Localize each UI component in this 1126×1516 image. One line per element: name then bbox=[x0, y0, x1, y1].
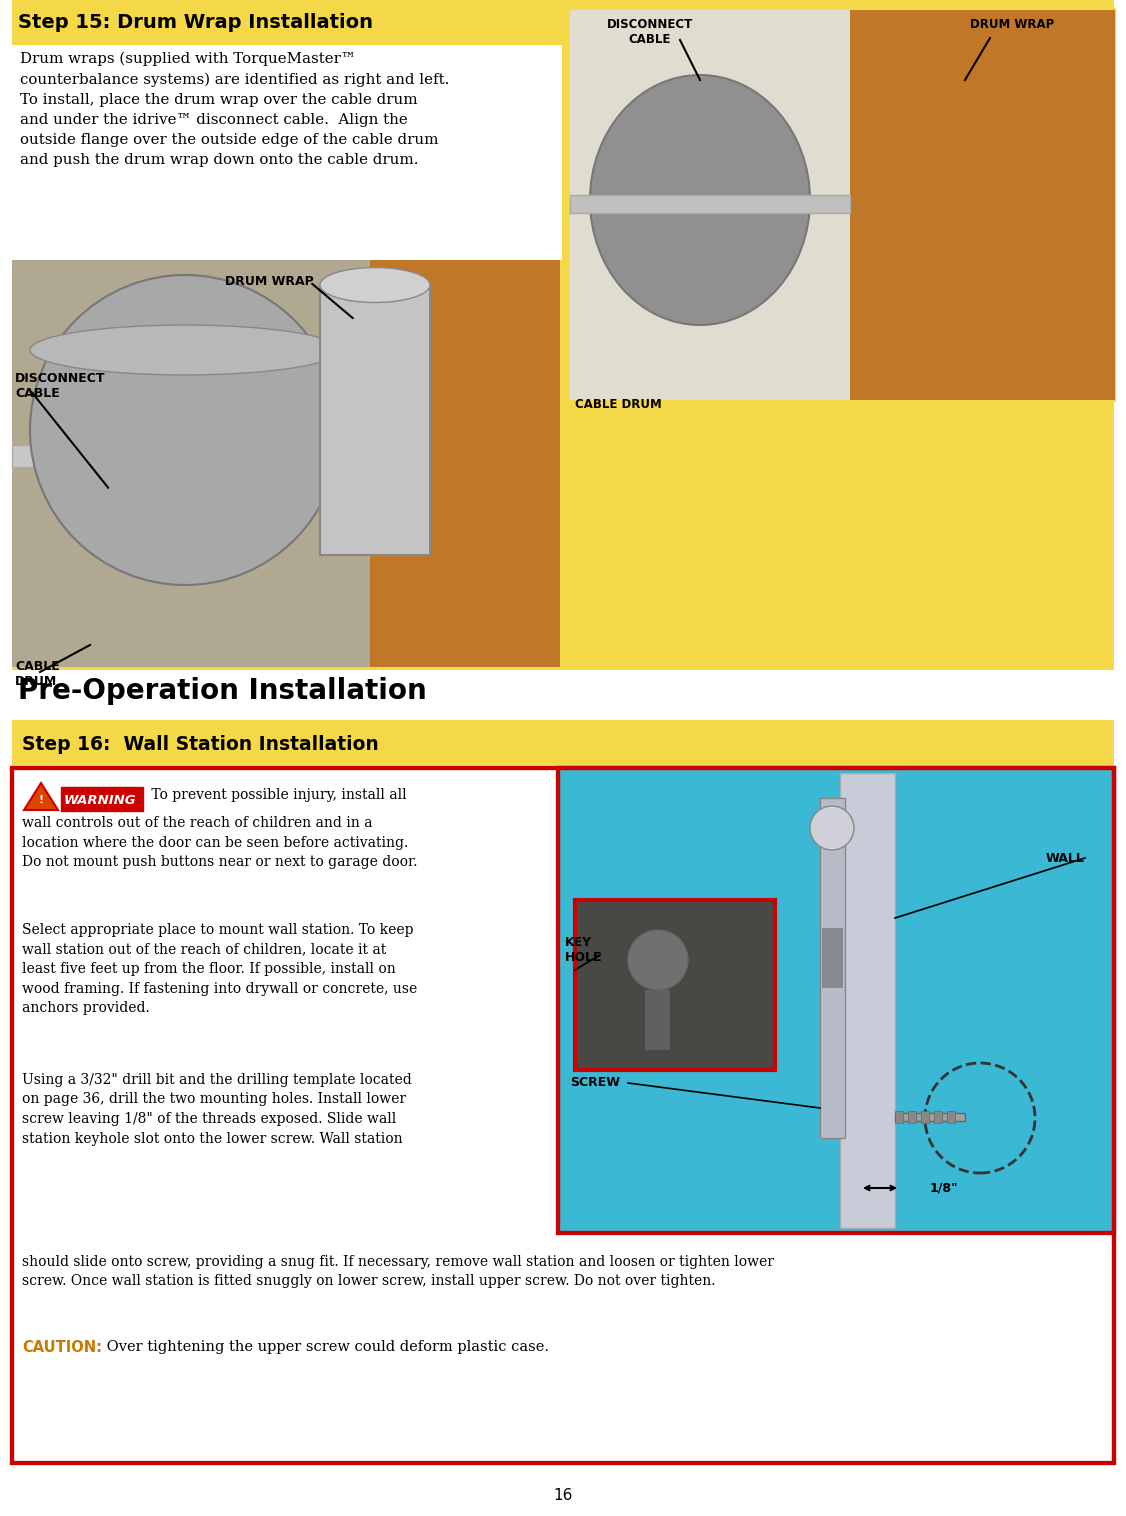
FancyBboxPatch shape bbox=[895, 1113, 965, 1120]
FancyBboxPatch shape bbox=[12, 446, 372, 467]
FancyBboxPatch shape bbox=[933, 1111, 942, 1123]
FancyBboxPatch shape bbox=[947, 1111, 955, 1123]
FancyBboxPatch shape bbox=[840, 773, 895, 1228]
Text: Drum wraps (supplied with TorqueMaster™
counterbalance systems) are identified a: Drum wraps (supplied with TorqueMaster™ … bbox=[20, 52, 449, 167]
FancyBboxPatch shape bbox=[645, 990, 670, 1051]
FancyBboxPatch shape bbox=[558, 769, 1114, 1233]
Text: To prevent possible injury, install all: To prevent possible injury, install all bbox=[148, 788, 406, 802]
FancyBboxPatch shape bbox=[12, 0, 562, 45]
FancyBboxPatch shape bbox=[575, 901, 775, 1070]
Text: CABLE
DRUM: CABLE DRUM bbox=[15, 659, 60, 688]
Text: Over tightening the upper screw could deform plastic case.: Over tightening the upper screw could de… bbox=[102, 1340, 549, 1354]
Text: !: ! bbox=[38, 794, 44, 805]
Text: CABLE DRUM: CABLE DRUM bbox=[575, 399, 662, 411]
Text: DRUM WRAP: DRUM WRAP bbox=[225, 274, 314, 288]
FancyBboxPatch shape bbox=[895, 1111, 903, 1123]
Text: Step 16:  Wall Station Installation: Step 16: Wall Station Installation bbox=[23, 734, 378, 753]
FancyBboxPatch shape bbox=[822, 928, 843, 988]
Ellipse shape bbox=[320, 267, 430, 303]
Polygon shape bbox=[24, 782, 59, 810]
Ellipse shape bbox=[590, 74, 810, 324]
FancyBboxPatch shape bbox=[61, 787, 143, 811]
Text: 1/8": 1/8" bbox=[930, 1181, 958, 1195]
Ellipse shape bbox=[30, 324, 340, 374]
FancyBboxPatch shape bbox=[12, 45, 562, 261]
Text: Select appropriate place to mount wall station. To keep
wall station out of the : Select appropriate place to mount wall s… bbox=[23, 923, 418, 1016]
Text: WARNING: WARNING bbox=[64, 793, 136, 807]
Text: DISCONNECT
CABLE: DISCONNECT CABLE bbox=[15, 371, 106, 400]
FancyBboxPatch shape bbox=[570, 196, 850, 214]
Ellipse shape bbox=[30, 274, 340, 585]
Circle shape bbox=[628, 929, 688, 990]
FancyBboxPatch shape bbox=[12, 720, 1114, 769]
Text: wall controls out of the reach of children and in a
location where the door can : wall controls out of the reach of childr… bbox=[23, 816, 418, 869]
Text: SCREW: SCREW bbox=[570, 1076, 620, 1090]
FancyBboxPatch shape bbox=[570, 11, 1114, 400]
FancyBboxPatch shape bbox=[921, 1111, 929, 1123]
Text: Pre-Operation Installation: Pre-Operation Installation bbox=[18, 678, 427, 705]
Text: WALL: WALL bbox=[1046, 852, 1085, 864]
FancyBboxPatch shape bbox=[908, 1111, 915, 1123]
FancyBboxPatch shape bbox=[840, 11, 1115, 400]
FancyBboxPatch shape bbox=[820, 797, 844, 1139]
FancyBboxPatch shape bbox=[12, 0, 1114, 670]
FancyBboxPatch shape bbox=[12, 769, 1114, 1463]
FancyBboxPatch shape bbox=[0, 670, 1126, 720]
FancyBboxPatch shape bbox=[370, 261, 560, 667]
FancyBboxPatch shape bbox=[320, 285, 430, 555]
Text: DRUM WRAP: DRUM WRAP bbox=[969, 18, 1054, 30]
Text: KEY
HOLE: KEY HOLE bbox=[565, 935, 602, 964]
FancyBboxPatch shape bbox=[12, 261, 560, 667]
FancyBboxPatch shape bbox=[570, 11, 850, 400]
Text: CAUTION:: CAUTION: bbox=[23, 1340, 102, 1355]
Text: should slide onto screw, providing a snug fit. If necessary, remove wall station: should slide onto screw, providing a snu… bbox=[23, 1255, 774, 1289]
Circle shape bbox=[810, 807, 854, 850]
Text: Step 15: Drum Wrap Installation: Step 15: Drum Wrap Installation bbox=[18, 12, 373, 32]
Text: DISCONNECT
CABLE: DISCONNECT CABLE bbox=[607, 18, 694, 45]
Text: 16: 16 bbox=[553, 1487, 573, 1502]
Text: Using a 3/32" drill bit and the drilling template located
on page 36, drill the : Using a 3/32" drill bit and the drilling… bbox=[23, 1073, 412, 1146]
